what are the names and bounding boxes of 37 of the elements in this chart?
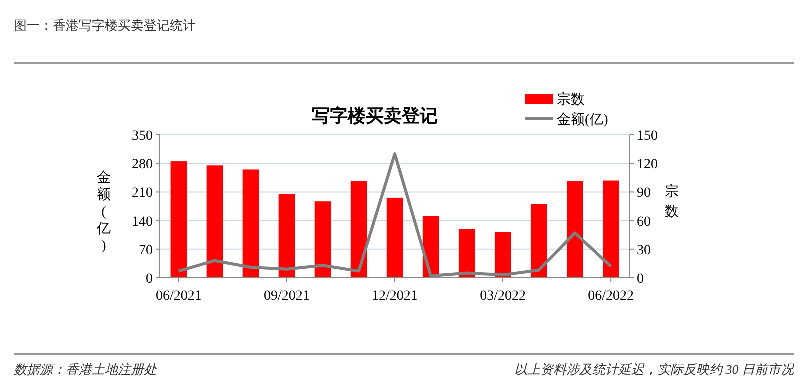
text: 图一：香港写字楼买卖登记统计: [14, 18, 196, 33]
y-tick-label: 210: [132, 186, 153, 202]
bar: [242, 170, 260, 278]
bar: [206, 166, 224, 278]
x-tick-label: 09/2021: [264, 289, 310, 304]
bar: [170, 162, 188, 278]
y-tick-label: 280: [132, 158, 153, 173]
y-axis-title: 金额(亿): [96, 170, 111, 254]
y2-axis-title: 宗数: [665, 184, 679, 220]
bar: [278, 194, 296, 278]
y2-tick-label: 120: [637, 158, 658, 173]
bar: [566, 181, 584, 278]
bar: [350, 181, 368, 278]
x-tick-label: 06/2022: [588, 289, 634, 304]
x-tick-label: 12/2021: [372, 289, 418, 304]
y-tick-label: 350: [132, 129, 153, 144]
y2-tick-label: 30: [637, 243, 651, 258]
legend-label: 金额(亿): [557, 112, 609, 128]
text: 以上资料涉及统计延迟，实际反映约 30 日前市况: [514, 362, 795, 377]
x-tick-label: 03/2022: [480, 289, 526, 304]
y-tick-label: 0: [146, 272, 153, 287]
y2-tick-label: 150: [637, 129, 658, 144]
y2-tick-label: 90: [637, 186, 651, 202]
y-tick-label: 70: [139, 243, 153, 258]
x-tick-label: 06/2021: [156, 289, 202, 304]
y2-tick-label: 60: [637, 214, 651, 230]
bar: [602, 180, 620, 278]
chart-title: 写字楼买卖登记: [312, 106, 438, 126]
bar: [314, 202, 332, 278]
legend-label: 宗数: [557, 92, 585, 108]
y2-tick-label: 0: [637, 272, 644, 287]
bar: [386, 198, 404, 278]
bar: [530, 204, 548, 278]
text: 数据源：香港土地注册处: [14, 362, 158, 377]
y-tick-label: 140: [132, 214, 153, 230]
bar: [458, 229, 476, 278]
bar: [494, 232, 512, 278]
